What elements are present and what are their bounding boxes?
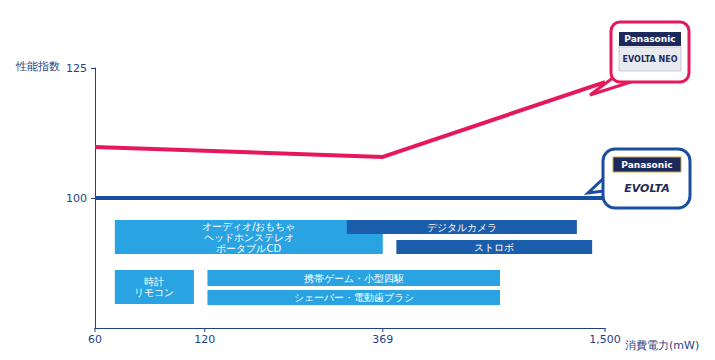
svg-text:ヘッドホンステレオ: ヘッドホンステレオ bbox=[204, 232, 294, 243]
svg-text:ストロボ: ストロボ bbox=[474, 242, 514, 253]
svg-text:性能指数: 性能指数 bbox=[15, 60, 60, 73]
svg-text:オーディオ/おもちゃ: オーディオ/おもちゃ bbox=[202, 221, 295, 232]
svg-text:EVOLTA NEO: EVOLTA NEO bbox=[623, 55, 678, 64]
svg-text:デジタルカメラ: デジタルカメラ bbox=[427, 222, 497, 233]
svg-text:Panasonic: Panasonic bbox=[621, 160, 672, 170]
svg-text:ポータブルCD: ポータブルCD bbox=[216, 243, 281, 254]
svg-text:携帯ゲーム・小型四駆: 携帯ゲーム・小型四駆 bbox=[304, 273, 404, 284]
svg-text:120: 120 bbox=[194, 333, 215, 346]
svg-text:時計: 時計 bbox=[144, 276, 164, 287]
svg-text:1,500: 1,500 bbox=[589, 333, 621, 346]
svg-text:リモコン: リモコン bbox=[134, 287, 174, 298]
svg-text:Panasonic: Panasonic bbox=[624, 34, 675, 44]
svg-text:60: 60 bbox=[88, 333, 102, 346]
svg-text:369: 369 bbox=[372, 333, 393, 346]
svg-text:125: 125 bbox=[66, 62, 87, 75]
svg-text:EVOLTA: EVOLTA bbox=[624, 182, 670, 195]
svg-text:消費電力(mW): 消費電力(mW) bbox=[625, 339, 699, 352]
svg-text:シェーバー・電動歯ブラシ: シェーバー・電動歯ブラシ bbox=[294, 292, 414, 303]
svg-text:100: 100 bbox=[66, 192, 87, 205]
